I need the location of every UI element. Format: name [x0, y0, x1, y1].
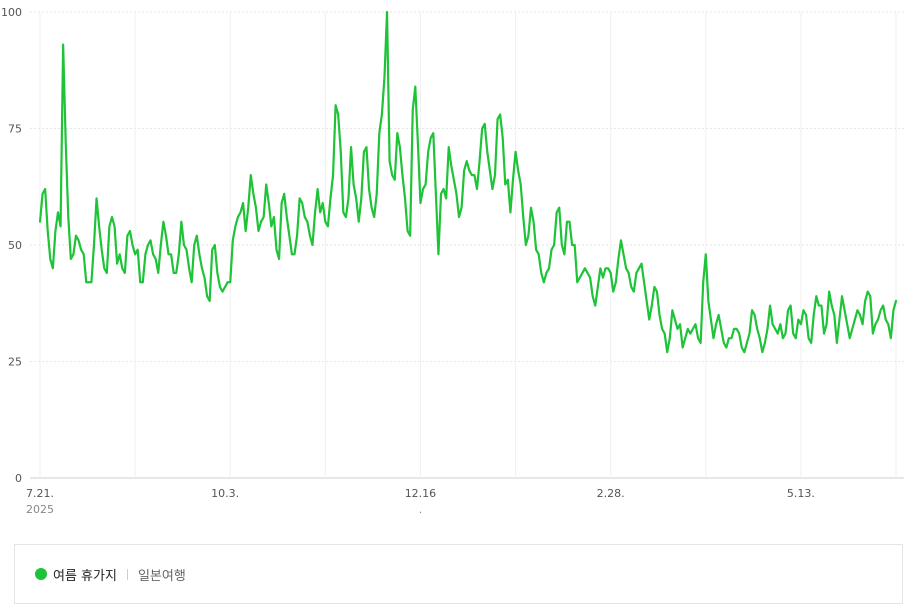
- x-tick-sublabel: 2025: [26, 503, 54, 516]
- legend-separator: [126, 568, 128, 580]
- x-tick-sublabel: .: [419, 503, 423, 516]
- y-tick-label: 0: [15, 472, 22, 485]
- axis-layer: 0 25 50 75 100 7.21. 2025 10.3. 12.16. 2.28. 5.13.: [1, 6, 815, 516]
- line-chart: 0 25 50 75 100 7.21. 2025 10.3. 12.16. 2.28. 5.13.: [1, 6, 904, 516]
- legend: 여름 휴가지 일본여행: [14, 544, 903, 604]
- y-tick-label: 25: [8, 356, 22, 369]
- legend-label-series-2[interactable]: 일본여행: [137, 568, 186, 584]
- grid-layer: [30, 11, 904, 479]
- y-tick-label: 50: [8, 239, 22, 252]
- x-tick-label: 7.21.: [26, 487, 54, 500]
- series-layer: [38, 10, 898, 354]
- y-tick-label: 100: [1, 6, 22, 19]
- legend-marker-series-1[interactable]: [35, 568, 47, 580]
- x-tick-label: 2.28.: [597, 487, 625, 500]
- series-line-summer-vacation: [38, 10, 898, 354]
- legend-label-series-1[interactable]: 여름 휴가지: [53, 568, 117, 584]
- x-tick-label: 12.16: [405, 487, 437, 500]
- y-tick-label: 75: [8, 123, 22, 136]
- x-tick-label: 10.3.: [211, 487, 239, 500]
- x-tick-label: 5.13.: [787, 487, 815, 500]
